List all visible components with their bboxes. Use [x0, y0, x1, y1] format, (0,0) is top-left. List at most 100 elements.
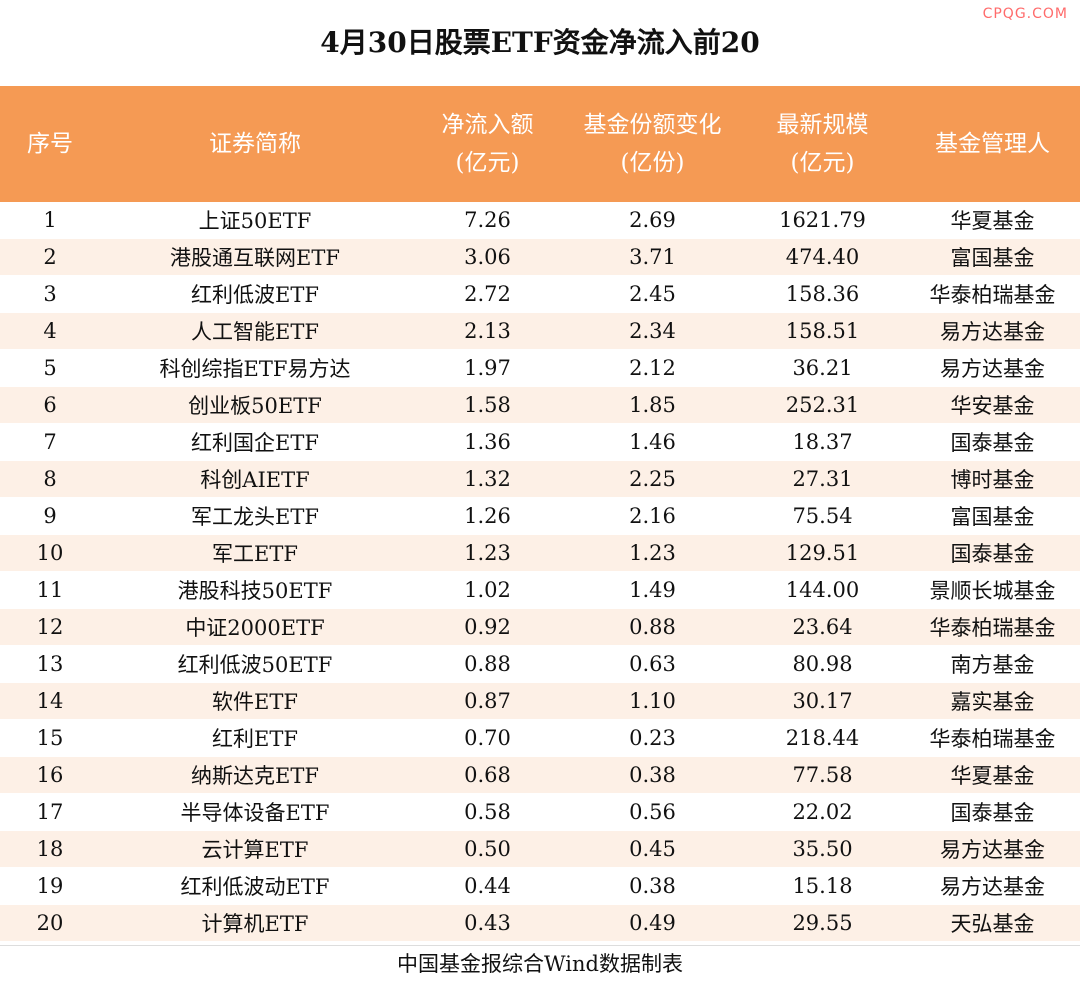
cell-latest-size: 144.00: [740, 571, 905, 609]
cell-latest-size: 1621.79: [740, 202, 905, 239]
cell-fund-manager: 国泰基金: [905, 423, 1080, 461]
cell-latest-size: 18.37: [740, 423, 905, 461]
header-latest-size-label: 最新规模: [776, 112, 869, 138]
cell-index: 3: [0, 275, 100, 313]
cell-fund-manager: 天弘基金: [905, 904, 1080, 942]
cell-latest-size: 75.54: [740, 497, 905, 535]
table-row: 12 中证2000ETF 0.92 0.88 23.64 华泰柏瑞基金: [0, 608, 1080, 646]
cell-fund-manager: 华泰柏瑞基金: [905, 719, 1080, 757]
cell-name: 纳斯达克ETF: [100, 756, 410, 794]
header-net-inflow-label: 净流入额: [441, 112, 534, 138]
header-index: 序号: [0, 86, 100, 202]
cell-net-inflow: 1.97: [410, 349, 565, 387]
table-row: 5 科创综指ETF易方达 1.97 2.12 36.21 易方达基金: [0, 349, 1080, 387]
cell-latest-size: 35.50: [740, 830, 905, 868]
cell-fund-manager: 易方达基金: [905, 830, 1080, 868]
cell-share-change: 0.38: [565, 867, 740, 905]
header-share-change-label: 基金份额变化: [583, 112, 722, 138]
cell-index: 2: [0, 238, 100, 276]
cell-net-inflow: 0.58: [410, 793, 565, 831]
cell-latest-size: 158.51: [740, 312, 905, 350]
cell-net-inflow: 0.87: [410, 682, 565, 720]
cell-index: 7: [0, 423, 100, 461]
table-row: 17 半导体设备ETF 0.58 0.56 22.02 国泰基金: [0, 793, 1080, 831]
header-net-inflow-unit: (亿元): [455, 150, 520, 176]
cell-latest-size: 22.02: [740, 793, 905, 831]
cell-index: 10: [0, 534, 100, 572]
cell-net-inflow: 0.50: [410, 830, 565, 868]
table-row: 1 上证50ETF 7.26 2.69 1621.79 华夏基金: [0, 202, 1080, 239]
cell-index: 18: [0, 830, 100, 868]
cell-fund-manager: 华夏基金: [905, 756, 1080, 794]
header-latest-size-unit: (亿元): [790, 150, 855, 176]
cell-share-change: 2.34: [565, 312, 740, 350]
cell-net-inflow: 7.26: [410, 202, 565, 239]
table-row: 19 红利低波动ETF 0.44 0.38 15.18 易方达基金: [0, 867, 1080, 905]
cell-net-inflow: 1.32: [410, 460, 565, 498]
header-name: 证券简称: [100, 86, 410, 202]
cell-fund-manager: 华安基金: [905, 386, 1080, 424]
cell-name: 云计算ETF: [100, 830, 410, 868]
cell-name: 创业板50ETF: [100, 386, 410, 424]
cell-net-inflow: 2.72: [410, 275, 565, 313]
header-share-change: 基金份额变化 (亿份): [565, 86, 740, 202]
etf-inflow-table: 序号 证券简称 净流入额 (亿元) 基金份额变化 (亿份) 最新规模 (亿元) …: [0, 86, 1080, 942]
cell-fund-manager: 易方达基金: [905, 312, 1080, 350]
cell-share-change: 2.25: [565, 460, 740, 498]
cell-index: 11: [0, 571, 100, 609]
cell-share-change: 0.45: [565, 830, 740, 868]
cell-index: 13: [0, 645, 100, 683]
cell-share-change: 1.49: [565, 571, 740, 609]
cell-share-change: 1.23: [565, 534, 740, 572]
cell-name: 红利低波动ETF: [100, 867, 410, 905]
cell-index: 20: [0, 904, 100, 942]
cell-fund-manager: 国泰基金: [905, 534, 1080, 572]
cell-index: 5: [0, 349, 100, 387]
cell-fund-manager: 华泰柏瑞基金: [905, 275, 1080, 313]
cell-share-change: 1.85: [565, 386, 740, 424]
cell-net-inflow: 1.02: [410, 571, 565, 609]
cell-net-inflow: 0.43: [410, 904, 565, 942]
cell-index: 17: [0, 793, 100, 831]
table-row: 6 创业板50ETF 1.58 1.85 252.31 华安基金: [0, 386, 1080, 424]
cell-share-change: 2.45: [565, 275, 740, 313]
cell-index: 9: [0, 497, 100, 535]
cell-fund-manager: 华夏基金: [905, 202, 1080, 239]
cell-fund-manager: 嘉实基金: [905, 682, 1080, 720]
cell-name: 红利低波50ETF: [100, 645, 410, 683]
cell-net-inflow: 0.92: [410, 608, 565, 646]
cell-latest-size: 474.40: [740, 238, 905, 276]
cell-fund-manager: 富国基金: [905, 238, 1080, 276]
watermark: CPQG.COM: [982, 6, 1068, 22]
table-body: 1 上证50ETF 7.26 2.69 1621.79 华夏基金 2 港股通互联网ETF 3.0…: [0, 202, 1080, 942]
cell-share-change: 0.56: [565, 793, 740, 831]
cell-name: 中证2000ETF: [100, 608, 410, 646]
table-row: 13 红利低波50ETF 0.88 0.63 80.98 南方基金: [0, 645, 1080, 683]
cell-share-change: 1.10: [565, 682, 740, 720]
cell-latest-size: 80.98: [740, 645, 905, 683]
cell-fund-manager: 国泰基金: [905, 793, 1080, 831]
table-row: 16 纳斯达克ETF 0.68 0.38 77.58 华夏基金: [0, 756, 1080, 794]
cell-name: 军工ETF: [100, 534, 410, 572]
cell-share-change: 0.23: [565, 719, 740, 757]
cell-index: 15: [0, 719, 100, 757]
cell-name: 半导体设备ETF: [100, 793, 410, 831]
cell-net-inflow: 1.26: [410, 497, 565, 535]
header-fund-manager: 基金管理人: [905, 86, 1080, 202]
table-title: 4月30日股票ETF资金净流入前20: [320, 26, 760, 59]
table-row: 20 计算机ETF 0.43 0.49 29.55 天弘基金: [0, 904, 1080, 942]
cell-latest-size: 218.44: [740, 719, 905, 757]
cell-name: 红利低波ETF: [100, 275, 410, 313]
cell-net-inflow: 0.70: [410, 719, 565, 757]
cell-name: 港股通互联网ETF: [100, 238, 410, 276]
cell-latest-size: 129.51: [740, 534, 905, 572]
cell-name: 上证50ETF: [100, 202, 410, 239]
cell-name: 计算机ETF: [100, 904, 410, 942]
cell-net-inflow: 0.88: [410, 645, 565, 683]
cell-share-change: 0.38: [565, 756, 740, 794]
cell-name: 红利ETF: [100, 719, 410, 757]
cell-latest-size: 36.21: [740, 349, 905, 387]
table-row: 8 科创AIETF 1.32 2.25 27.31 博时基金: [0, 460, 1080, 498]
cell-share-change: 3.71: [565, 238, 740, 276]
table-row: 10 军工ETF 1.23 1.23 129.51 国泰基金: [0, 534, 1080, 572]
